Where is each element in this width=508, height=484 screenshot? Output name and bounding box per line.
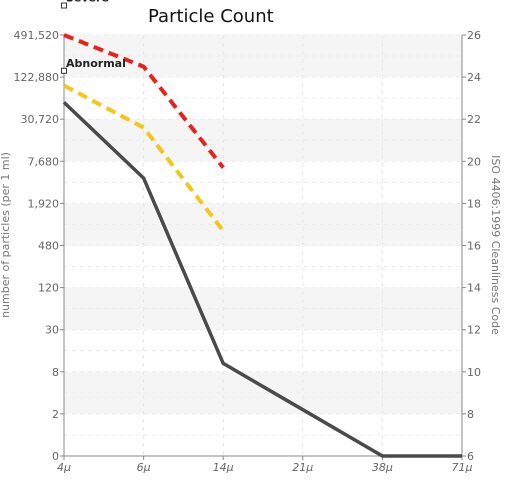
y2-tick-label: 10 [467, 366, 481, 379]
x-tick-label: 21μ [292, 461, 313, 474]
y-tick-label: 2 [52, 408, 59, 421]
x-tick-label: 14μ [213, 461, 234, 474]
y-tick-label: 480 [38, 240, 59, 253]
y2-tick-label: 26 [467, 29, 481, 42]
y-axis-label: number of particles (per 1 ml) [0, 152, 12, 318]
y-tick-label: 122,880 [14, 71, 60, 84]
y2-tick-label: 6 [467, 450, 474, 463]
x-tick-label: 71μ [452, 461, 473, 474]
y-tick-label: 7,680 [28, 155, 60, 168]
y-tick-label: 0 [52, 450, 59, 463]
y-tick-label: 8 [52, 366, 59, 379]
y-tick-label: 30,720 [21, 113, 60, 126]
series-lines [62, 33, 462, 458]
y2-tick-label: 22 [467, 113, 481, 126]
marker-abnormal-label: Abnormal [66, 57, 126, 70]
y2-axis-label: ISO 4406:1999 Cleanliness Code [489, 155, 502, 335]
series-line-abnormal [63, 83, 225, 233]
tick-labels: 0 6 2 8 8 10 30 12 120 14 480 16 1,920 18 7,680 20 30,72… [14, 29, 482, 474]
grid-lines [63, 34, 463, 457]
x-tick-label: 38μ [372, 461, 393, 474]
series-line-measured [62, 101, 462, 458]
y2-tick-label: 16 [467, 240, 481, 253]
y2-tick-label: 24 [467, 71, 481, 84]
marker-severe-label: Severe [66, 0, 109, 5]
y2-tick-label: 8 [467, 408, 474, 421]
y-tick-label: 491,520 [14, 29, 60, 42]
y2-tick-label: 14 [467, 282, 481, 295]
threshold-markers: Severe Abnormal [61, 0, 126, 74]
y2-tick-label: 12 [467, 324, 481, 337]
y2-tick-label: 18 [467, 197, 481, 210]
marker-abnormal-point [61, 67, 67, 74]
x-tick-label: 6μ [137, 461, 151, 474]
y2-tick-label: 20 [467, 155, 481, 168]
chart-title: Particle Count [148, 6, 274, 27]
marker-severe-point [61, 2, 67, 9]
series-line-severe [63, 33, 225, 169]
x-tick-label: 4μ [57, 461, 71, 474]
y-tick-label: 30 [45, 324, 59, 337]
y-tick-label: 120 [38, 282, 59, 295]
y-tick-label: 1,920 [28, 197, 60, 210]
